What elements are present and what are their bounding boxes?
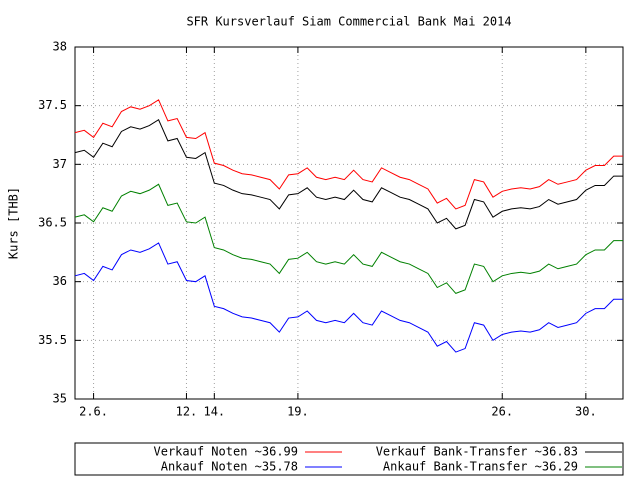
x-tick-label: 30. xyxy=(575,405,597,419)
legend-label: Verkauf Noten ~36.99 xyxy=(154,445,299,459)
x-tick-label: 12. xyxy=(176,405,198,419)
series-line xyxy=(74,183,623,294)
y-tick-label: 36.5 xyxy=(38,216,67,230)
y-tick-label: 37 xyxy=(53,157,67,171)
plot-frame xyxy=(74,46,624,400)
y-tick-label: 38 xyxy=(53,40,67,54)
x-tick-label: 26. xyxy=(491,405,513,419)
chart-title: SFR Kursverlauf Siam Commercial Bank Mai… xyxy=(186,15,511,29)
legend-box xyxy=(74,442,624,476)
legend-label: Ankauf Noten ~35.78 xyxy=(161,460,298,474)
x-tick-label: 14. xyxy=(203,405,225,419)
y-tick-label: 37.5 xyxy=(38,98,67,112)
y-tick-label: 35.5 xyxy=(38,333,67,347)
y-tick-label: 35 xyxy=(53,392,67,406)
series-line xyxy=(74,119,623,230)
legend-label: Verkauf Bank-Transfer ~36.83 xyxy=(376,445,578,459)
legend-label: Ankauf Bank-Transfer ~36.29 xyxy=(383,460,578,474)
x-tick-label: 2.6. xyxy=(79,405,108,419)
series-line xyxy=(74,99,623,210)
x-tick-label: 19. xyxy=(287,405,309,419)
series-line xyxy=(74,242,623,353)
y-axis-label: Kurs [THB] xyxy=(7,187,21,259)
y-tick-label: 36 xyxy=(53,274,67,288)
